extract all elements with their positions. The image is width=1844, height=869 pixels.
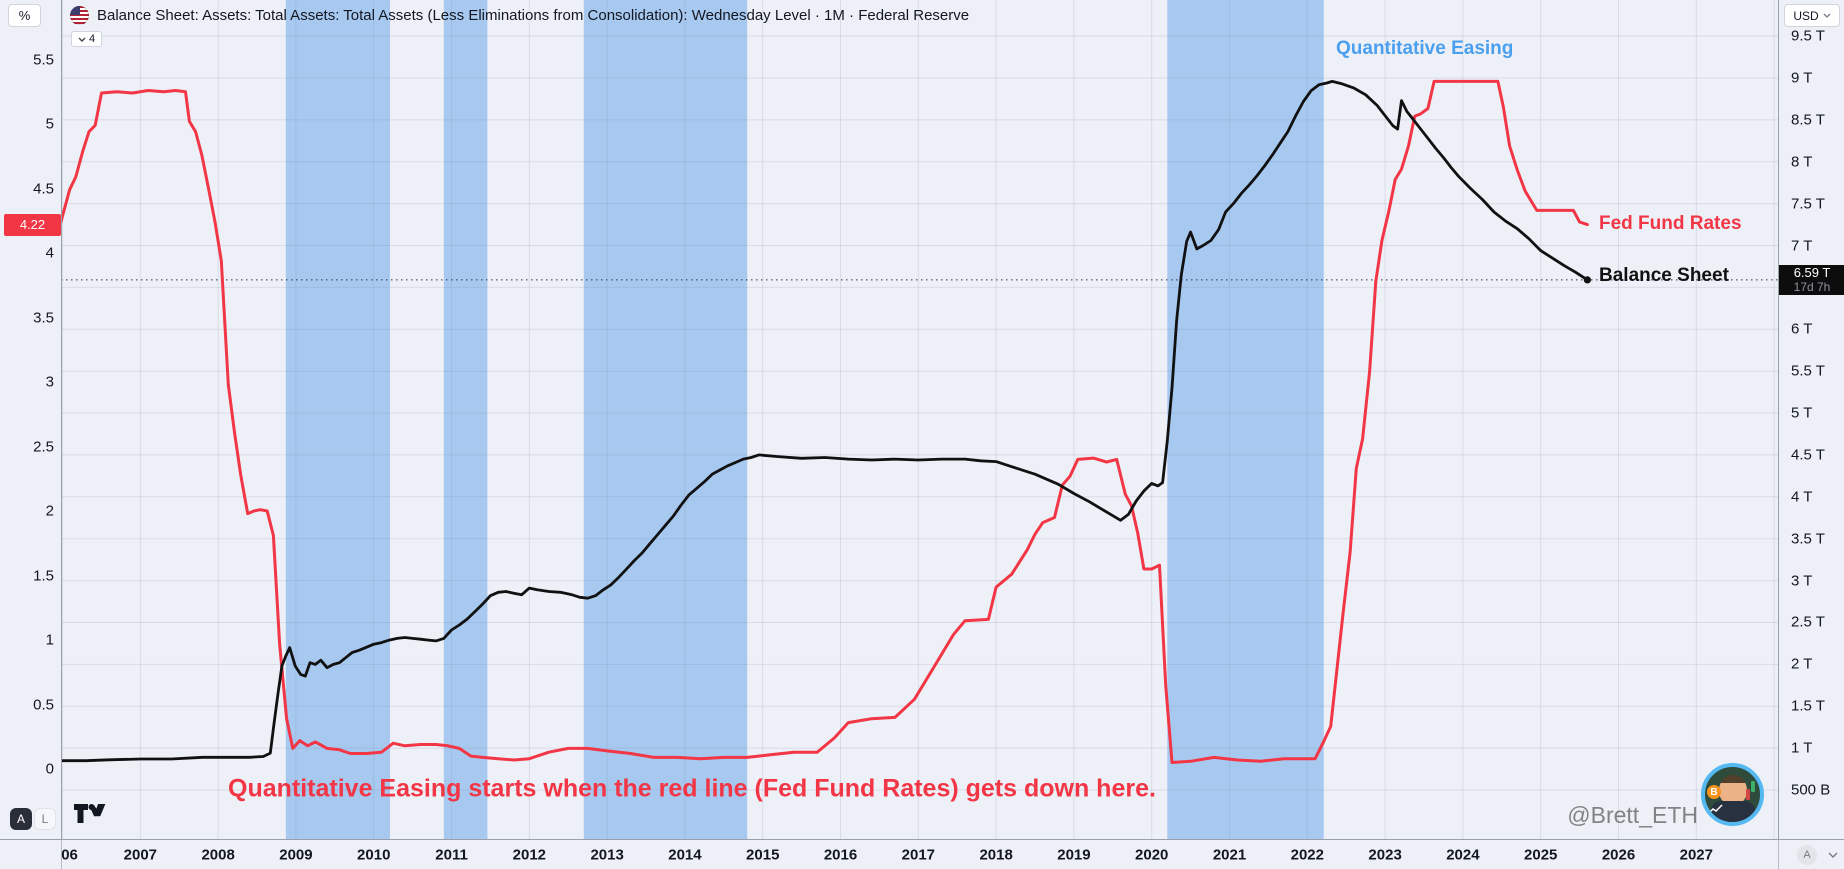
right-axis-tick: 500 B [1791, 781, 1831, 799]
series-end-dot [1583, 276, 1591, 284]
right-axis-tick: 2.5 T [1791, 613, 1825, 631]
time-axis-tick: 2027 [1679, 846, 1713, 864]
right-axis-tick: 6 T [1791, 320, 1813, 338]
left-axis-tick: 5 [45, 115, 54, 133]
time-axis[interactable]: Z 06200720082009201020112012201320142015… [0, 839, 1844, 869]
us-flag-icon [70, 6, 89, 25]
avatar: B [1701, 763, 1764, 826]
bitcoin-icon: B [1707, 785, 1721, 799]
right-axis-tick: 3.5 T [1791, 530, 1825, 548]
qe-band [443, 0, 488, 839]
time-axis-tick: 2010 [357, 846, 391, 864]
fed-funds-last-value-badge: 4.22 [4, 213, 61, 236]
right-axis-tick: 8.5 T [1791, 111, 1825, 129]
chevron-down-icon [78, 37, 86, 42]
right-axis-tick: 9 T [1791, 69, 1813, 87]
avatar-candle-icon [1746, 789, 1750, 800]
author-handle: @Brett_ETH [1567, 802, 1698, 828]
time-axis-tick: 2007 [123, 846, 158, 864]
left-axis-tick: 1.5 [33, 567, 54, 584]
right-axis-tick: 4.5 T [1791, 446, 1825, 464]
right-axis-tick: 9.5 T [1791, 27, 1825, 45]
time-axis-tick: 2023 [1368, 846, 1402, 864]
left-axis-tick: 4 [45, 244, 54, 262]
time-axis-tick: 2022 [1290, 846, 1324, 864]
log-scale-button[interactable]: L [34, 808, 56, 830]
legend-collapse-button[interactable]: 4 [71, 31, 102, 47]
chevron-down-icon [1823, 13, 1831, 18]
symbol-title[interactable]: Balance Sheet: Assets: Total Assets: Tot… [97, 7, 970, 24]
left-axis-tick: 0 [45, 760, 54, 778]
right-axis-tick: 1 T [1791, 739, 1813, 757]
auto-fit-button[interactable]: A [1797, 845, 1817, 865]
qe-band [583, 0, 748, 839]
balance-sheet-line [61, 80, 1589, 763]
time-axis-tick: 2019 [1057, 846, 1091, 864]
left-axis-tick: 5.5 [33, 51, 54, 68]
time-axis-tick: 06 [61, 846, 78, 864]
time-axis-tick: 2021 [1212, 846, 1247, 864]
left-axis-tick: 3 [45, 373, 54, 391]
chart-canvas[interactable]: Quantitative Easing Fed Fund Rates Balance… [61, 0, 1778, 839]
symbol-title-row: Balance Sheet: Assets: Total Assets: Tot… [70, 6, 969, 25]
right-axis-tick: 1.5 T [1791, 697, 1825, 715]
right-axis-tick: 8 T [1791, 153, 1813, 171]
plot-svg [61, 0, 1778, 839]
right-axis-tick: 3 T [1791, 572, 1813, 590]
axis-separator [61, 840, 62, 869]
time-axis-tick: 2008 [201, 846, 235, 864]
left-scale-unit-label: % [18, 8, 31, 23]
right-axis-tick: 2 T [1791, 655, 1813, 673]
time-axis-tick: 2012 [512, 846, 547, 864]
right-axis-tick: 7.5 T [1791, 195, 1825, 213]
right-axis-tick: 5 T [1791, 404, 1813, 422]
left-axis-tick: 4.5 [33, 180, 54, 197]
tradingview-logo[interactable] [74, 804, 106, 823]
bar-countdown: 17d 7h [1793, 279, 1831, 294]
left-axis-tick: 2 [45, 502, 54, 520]
right-axis-tick: 7 T [1791, 237, 1813, 255]
time-axis-tick: 2017 [901, 846, 936, 864]
left-axis-tick: 0.5 [33, 696, 54, 713]
time-axis-settings-chevron-icon[interactable] [1828, 852, 1838, 858]
right-axis-tick: 5.5 T [1791, 362, 1825, 380]
time-axis-tick: 2026 [1601, 846, 1636, 864]
time-axis-tick: 2016 [823, 846, 858, 864]
right-axis-tick: 4 T [1791, 488, 1813, 506]
avatar-shirt [1711, 801, 1755, 822]
legend-count: 4 [88, 33, 96, 45]
balance-sheet-last-value-badge: 6.59 T 17d 7h [1779, 264, 1844, 295]
time-axis-tick: 2013 [590, 846, 624, 864]
time-axis-tick: 2011 [435, 846, 468, 864]
price-scale-left[interactable]: % 4.22 A L 5.5 5 4.5 4 3.5 3 2.5 2 1.5 1 0.5 0 [0, 0, 62, 839]
currency-select-button[interactable]: USD [1784, 4, 1840, 27]
qe-band [285, 0, 390, 839]
time-axis-tick: 2025 [1524, 846, 1558, 864]
time-axis-tick: 2015 [746, 846, 780, 864]
time-axis-tick: 2024 [1446, 846, 1480, 864]
currency-label: USD [1793, 8, 1819, 23]
time-axis-tick: 2009 [279, 846, 313, 864]
left-axis-tick: 1 [45, 631, 54, 649]
time-axis-tick: 2014 [668, 846, 702, 864]
avatar-face [1719, 775, 1747, 805]
left-axis-tick: 3.5 [33, 309, 54, 326]
avatar-trend-arrow-icon [1708, 804, 1723, 814]
avatar-candle-icon [1751, 781, 1755, 792]
auto-scale-button[interactable]: A [10, 808, 32, 830]
time-axis-tick: 2018 [979, 846, 1013, 864]
fed-fund-rates-line [61, 79, 1589, 764]
axis-separator [1778, 840, 1779, 869]
price-scale-right[interactable]: USD 6.59 T 17d 7h 9.5 T 9 T 8.5 T 8 T 7.5 T 7… [1778, 0, 1844, 839]
left-axis-tick: 2.5 [33, 438, 54, 455]
time-axis-tick: 2020 [1135, 846, 1169, 864]
qe-band [1167, 0, 1324, 839]
left-scale-unit-button[interactable]: % [8, 4, 41, 27]
